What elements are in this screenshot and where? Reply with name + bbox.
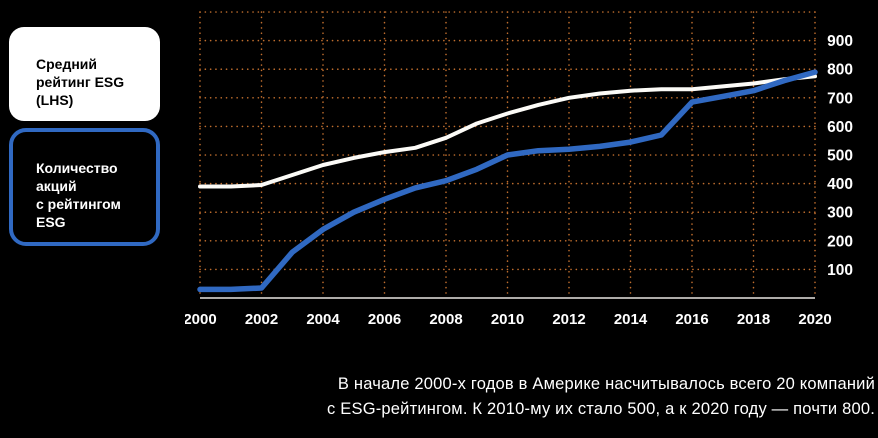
x-tick-label: 2016 — [675, 311, 708, 328]
legend-stock-count: Количество акций с рейтингом ESG — [9, 128, 160, 246]
chart-caption: В начале 2000-х годов в Америке насчитыв… — [327, 375, 875, 418]
esg-line-chart: 2000 2002 2004 2006 2008 2010 2012 2014 2016 2018… — [185, 11, 853, 328]
y-tick-label: 100 — [827, 262, 853, 279]
y-tick-label: 300 — [827, 205, 853, 222]
y-tick-label: 600 — [827, 119, 853, 136]
series-stock-count-line — [197, 69, 818, 293]
y-tick-label: 700 — [827, 90, 853, 107]
x-tick-label: 2006 — [368, 311, 401, 328]
x-tick-label: 2020 — [798, 311, 831, 328]
y-tick-label: 400 — [827, 176, 853, 193]
x-tick-label: 2004 — [306, 311, 340, 328]
x-tick-label: 2002 — [245, 311, 278, 328]
series-avg-rating-line — [198, 74, 817, 189]
x-tick-label: 2012 — [552, 311, 585, 328]
x-tick-label: 2010 — [491, 311, 524, 328]
y-tick-label: 500 — [827, 148, 853, 165]
y-tick-label: 200 — [827, 233, 853, 250]
legend-stock-count-label: Количество акций с рейтингом ESG — [36, 159, 121, 230]
y-tick-label: 900 — [827, 33, 853, 50]
legend-avg-rating-label: Средний рейтинг ESG (LHS) — [36, 55, 125, 108]
x-tick-label: 2018 — [737, 311, 770, 328]
legend-avg-rating: Средний рейтинг ESG (LHS) — [9, 27, 160, 121]
x-tick-label: 2008 — [429, 311, 462, 328]
y-tick-label: 800 — [827, 62, 853, 79]
x-tick-label: 2000 — [185, 311, 217, 328]
x-tick-label: 2014 — [614, 311, 648, 328]
